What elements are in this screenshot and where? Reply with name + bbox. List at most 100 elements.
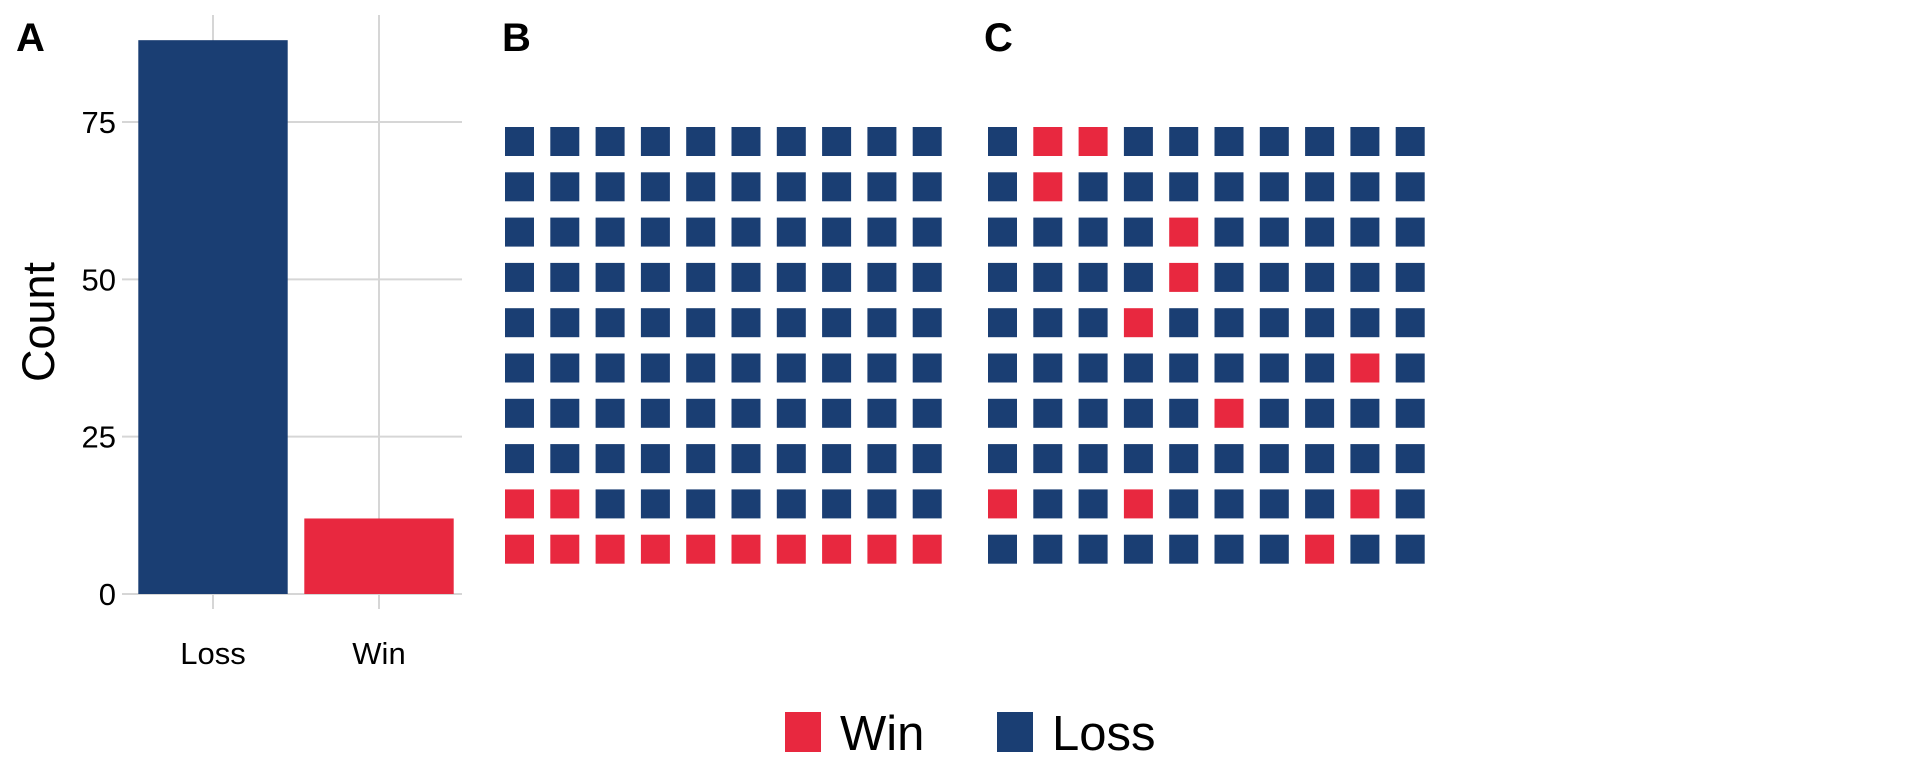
panel-c-cell-loss <box>1214 489 1244 519</box>
panel-b-cell-loss <box>867 172 897 202</box>
panel-b-cell-loss <box>640 172 670 202</box>
panel-c-cell-win <box>1350 489 1380 519</box>
panel-b-cell-loss <box>776 489 806 519</box>
panel-c-cell-loss <box>1350 217 1380 247</box>
panel-b-cell-loss <box>505 172 534 202</box>
panel-c-cell-win <box>1123 308 1153 338</box>
panel-c-cell-win <box>1350 353 1380 383</box>
panel-b-cell-loss <box>731 127 761 156</box>
panel-b-cell-win <box>776 534 806 564</box>
panel-c-cell-loss <box>1078 172 1108 202</box>
panel-a-x-ticks: Loss Win <box>180 636 405 671</box>
panel-c-cell-loss <box>1169 127 1199 156</box>
panel-b-cell-loss <box>505 127 534 156</box>
panel-c-cell-loss <box>988 308 1017 338</box>
panel-c-cell-loss <box>1214 127 1244 156</box>
panel-b-cell-loss <box>822 444 852 474</box>
panel-c-cell-loss <box>1123 262 1153 292</box>
panel-b-cell-loss <box>912 398 942 428</box>
panel-b-cell-loss <box>505 308 534 338</box>
panel-a-bar-chart: A 0 25 50 75 Loss Win Count <box>13 15 462 671</box>
panel-c-cell-loss <box>1305 444 1335 474</box>
panel-c-cell-loss <box>988 172 1017 202</box>
panel-b-cell-loss <box>505 353 534 383</box>
panel-c-cell-loss <box>1350 398 1380 428</box>
panel-b-cell-win <box>550 534 580 564</box>
panel-c-cell-loss <box>1305 353 1335 383</box>
panel-b-cell-loss <box>640 489 670 519</box>
panel-b-cell-loss <box>912 127 942 156</box>
panel-b-cell-loss <box>686 398 716 428</box>
panel-b-cell-loss <box>595 444 625 474</box>
panel-b-cell-loss <box>822 262 852 292</box>
panel-b-cell-loss <box>731 353 761 383</box>
panel-b-cell-loss <box>912 217 942 247</box>
panel-c-cell-loss <box>1259 398 1289 428</box>
panel-c-cell-loss <box>1078 489 1108 519</box>
panel-b-cell-win <box>550 489 580 519</box>
panel-b-cell-loss <box>686 262 716 292</box>
panel-c-cell-loss <box>1078 398 1108 428</box>
panel-c-cell-loss <box>1395 127 1425 156</box>
panel-c-cell-loss <box>1214 262 1244 292</box>
panel-b-cell-loss <box>731 489 761 519</box>
panel-b-cell-loss <box>686 353 716 383</box>
panel-a-x-tick-label: Win <box>352 636 405 671</box>
panel-b-cell-loss <box>867 127 897 156</box>
panel-c-cell-loss <box>1259 444 1289 474</box>
panel-a-y-tick-label: 0 <box>99 577 116 612</box>
panel-b-cell-win <box>505 489 534 519</box>
panel-b-cell-loss <box>822 489 852 519</box>
panel-c-cell-win <box>1078 127 1108 156</box>
panel-b-cell-win <box>640 534 670 564</box>
panel-c-cell-loss <box>1259 262 1289 292</box>
panel-b-cell-loss <box>686 217 716 247</box>
panel-b-cell-loss <box>505 217 534 247</box>
panel-c-cell-loss <box>1350 308 1380 338</box>
panel-c-cell-loss <box>1305 262 1335 292</box>
panel-b-cell-loss <box>640 127 670 156</box>
panel-b-cell-loss <box>867 489 897 519</box>
panel-c-cell-loss <box>1395 489 1425 519</box>
panel-b-cell-loss <box>822 217 852 247</box>
panel-b-cell-loss <box>731 308 761 338</box>
panel-b-cell-loss <box>912 172 942 202</box>
panel-c-cell-loss <box>1305 217 1335 247</box>
panel-c-cell-loss <box>1214 534 1244 564</box>
panel-c-cell-loss <box>988 444 1017 474</box>
panel-b-cell-loss <box>731 217 761 247</box>
panel-b-cell-loss <box>912 353 942 383</box>
panel-c-cell-win <box>988 489 1017 519</box>
panel-c-cell-loss <box>988 217 1017 247</box>
panel-c-cell-loss <box>988 398 1017 428</box>
legend-win-label: Win <box>840 707 924 761</box>
panel-b-cell-loss <box>595 489 625 519</box>
panel-c-cell-loss <box>1214 353 1244 383</box>
panel-b-cell-win <box>912 534 942 564</box>
panel-b-cell-loss <box>640 308 670 338</box>
panel-c-cell-loss <box>1214 217 1244 247</box>
panel-c-cell-loss <box>1305 398 1335 428</box>
panel-c-cell-loss <box>1169 353 1199 383</box>
panel-a-y-tick-label: 50 <box>82 262 116 297</box>
panel-b-cell-loss <box>505 262 534 292</box>
bar-loss <box>138 40 288 595</box>
panel-c-cell-loss <box>1033 353 1063 383</box>
panel-b-cell-win <box>867 534 897 564</box>
panel-b-cell-loss <box>776 172 806 202</box>
panel-b-cell-loss <box>640 262 670 292</box>
panel-c-cell-loss <box>1123 217 1153 247</box>
panel-c-cell-loss <box>1350 262 1380 292</box>
panel-c-cell-loss <box>1078 534 1108 564</box>
panel-b-cell-loss <box>686 172 716 202</box>
panel-c-cell-loss <box>988 353 1017 383</box>
panel-b-cell-loss <box>776 444 806 474</box>
panel-c-cell-loss <box>1259 172 1289 202</box>
panel-c-cell-loss <box>1305 489 1335 519</box>
panel-b-cell-loss <box>912 489 942 519</box>
panel-b-cell-loss <box>640 398 670 428</box>
panel-c-cell-loss <box>1350 444 1380 474</box>
panel-b-cell-loss <box>595 127 625 156</box>
legend-loss-swatch <box>997 712 1033 752</box>
